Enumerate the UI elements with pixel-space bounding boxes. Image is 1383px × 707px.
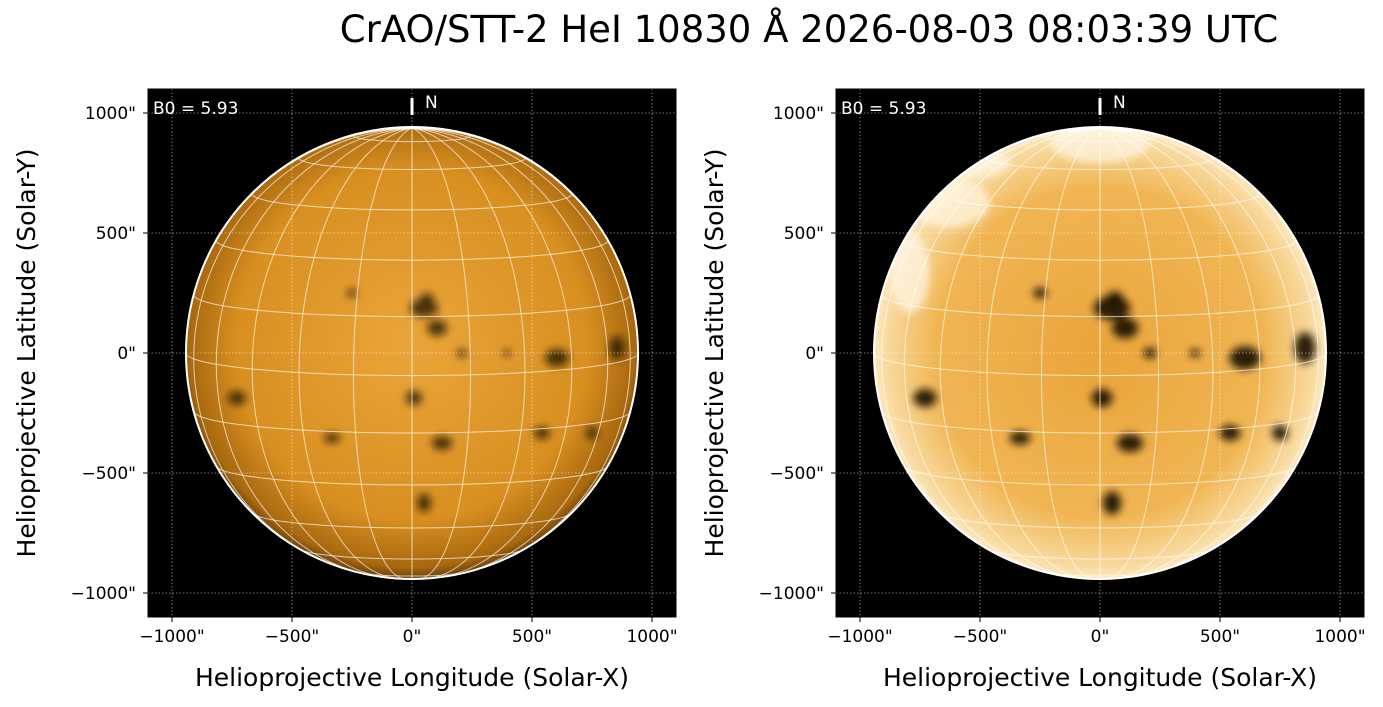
dark-feature bbox=[1117, 433, 1143, 453]
dark-feature bbox=[1112, 317, 1138, 339]
x-tick-label: −1000" bbox=[139, 627, 204, 647]
grid-line bbox=[411, 127, 609, 576]
grid-line bbox=[881, 127, 1101, 562]
dark-feature bbox=[1189, 349, 1201, 357]
grid-line bbox=[1099, 127, 1297, 576]
dark-feature bbox=[1033, 287, 1047, 299]
dark-feature bbox=[1009, 431, 1031, 445]
grid-line bbox=[1040, 127, 1101, 580]
dark-feature bbox=[1229, 346, 1261, 370]
grid-line bbox=[873, 352, 1327, 377]
x-tick-label: 500" bbox=[512, 627, 552, 647]
annotation: N bbox=[1113, 93, 1126, 113]
dark-feature bbox=[417, 494, 431, 512]
grid-line bbox=[251, 193, 573, 211]
annotation: N bbox=[425, 93, 438, 113]
y-tick-label: −500" bbox=[81, 464, 136, 484]
grid-line bbox=[251, 127, 413, 579]
dark-feature bbox=[421, 293, 433, 303]
dark-feature bbox=[457, 349, 467, 357]
y-tick-label: 0" bbox=[805, 344, 824, 364]
dark-feature bbox=[347, 289, 357, 297]
dark-feature bbox=[1091, 388, 1113, 408]
dark-feature bbox=[609, 336, 625, 360]
grid-line bbox=[939, 127, 1101, 579]
y-axis-label: Helioprojective Latitude (Solar-Y) bbox=[12, 149, 41, 558]
dark-feature bbox=[324, 433, 340, 443]
dark-feature bbox=[432, 436, 452, 450]
bright-feature bbox=[890, 233, 930, 313]
dark-feature bbox=[586, 427, 598, 439]
dark-feature bbox=[534, 427, 550, 439]
dark-feature bbox=[406, 391, 422, 405]
dark-feature bbox=[545, 349, 569, 367]
y-axis-label: Helioprojective Latitude (Solar-Y) bbox=[700, 149, 729, 558]
grid-line bbox=[939, 193, 1261, 211]
grid-line bbox=[1099, 127, 1261, 579]
y-tick-label: −500" bbox=[769, 464, 824, 484]
grid-line bbox=[903, 239, 1297, 261]
grid-line bbox=[215, 127, 413, 576]
grid-line bbox=[298, 127, 413, 579]
x-tick-label: 1000" bbox=[626, 627, 677, 647]
dark-feature bbox=[1272, 425, 1288, 441]
dark-feature bbox=[913, 388, 937, 408]
grid-line bbox=[986, 127, 1101, 579]
grid-line bbox=[411, 127, 526, 579]
x-tick-label: −1000" bbox=[827, 627, 892, 647]
dark-feature bbox=[410, 299, 438, 317]
y-tick-label: 1000" bbox=[773, 104, 824, 124]
x-tick-label: −500" bbox=[953, 627, 1008, 647]
y-tick-label: 1000" bbox=[85, 104, 136, 124]
axes-frame bbox=[147, 88, 677, 618]
grid-line bbox=[411, 127, 472, 580]
annotation: B0 = 5.93 bbox=[841, 99, 926, 119]
annotation: B0 = 5.93 bbox=[153, 99, 238, 119]
dark-feature bbox=[1102, 491, 1122, 515]
y-tick-label: −1000" bbox=[71, 584, 136, 604]
y-tick-label: −1000" bbox=[759, 584, 824, 604]
panel: −1000" −500" 0" 500" 1000" −1000" −500" 0" 500" 1… bbox=[12, 88, 678, 692]
dark-feature bbox=[427, 320, 447, 336]
dark-feature bbox=[503, 350, 511, 356]
grid-line bbox=[185, 352, 639, 377]
grid-line bbox=[1099, 127, 1319, 562]
x-axis-label: Helioprojective Longitude (Solar-X) bbox=[195, 663, 629, 692]
dark-feature bbox=[1093, 296, 1131, 320]
axes-frame bbox=[835, 88, 1365, 618]
y-tick-label: 0" bbox=[117, 344, 136, 364]
features bbox=[228, 289, 625, 512]
grid-line bbox=[903, 127, 1101, 576]
x-tick-label: 500" bbox=[1200, 627, 1240, 647]
grid-line bbox=[1099, 127, 1214, 579]
dark-feature bbox=[1219, 425, 1241, 441]
dark-feature bbox=[1107, 291, 1123, 305]
title: CrAO/STT-2 HeI 10830 Å 2026-08-03 08:03:… bbox=[340, 7, 1278, 51]
dark-feature bbox=[1143, 347, 1157, 359]
x-tick-label: 1000" bbox=[1314, 627, 1365, 647]
x-tick-label: 0" bbox=[403, 627, 422, 647]
x-axis-label: Helioprojective Longitude (Solar-X) bbox=[883, 663, 1317, 692]
grid-line bbox=[411, 127, 631, 562]
dark-feature bbox=[228, 391, 246, 405]
x-tick-label: −500" bbox=[265, 627, 320, 647]
grid-line bbox=[352, 127, 413, 580]
grid-line bbox=[193, 127, 413, 562]
x-tick-label: 0" bbox=[1091, 627, 1110, 647]
grid-line bbox=[1099, 127, 1160, 580]
dark-feature bbox=[1294, 332, 1316, 364]
panel: −1000" −500" 0" 500" 1000" −1000" −500" 0" 500" 1… bbox=[700, 88, 1366, 692]
y-tick-label: 500" bbox=[96, 224, 136, 244]
grid-line bbox=[215, 239, 609, 261]
grid-line bbox=[411, 127, 573, 579]
y-tick-label: 500" bbox=[784, 224, 824, 244]
